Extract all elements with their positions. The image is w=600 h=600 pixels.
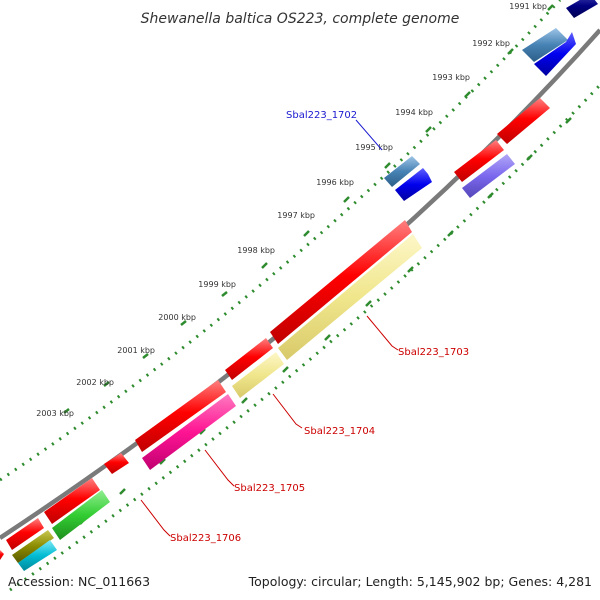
gene-feature[interactable] bbox=[225, 338, 273, 380]
tick-label-1993: 1993 kbp bbox=[432, 73, 470, 82]
gene-feature-sbal223-1703[interactable] bbox=[278, 234, 422, 360]
outer-tick-ring bbox=[0, 0, 562, 482]
gene-label-sbal223-1705[interactable]: Sbal223_1705 bbox=[234, 483, 305, 494]
leader-sbal223-1706 bbox=[140, 499, 171, 537]
gene-feature[interactable] bbox=[454, 140, 504, 182]
inner-major-ticks bbox=[79, 117, 572, 525]
gene-label-sbal223-1703[interactable]: Sbal223_1703 bbox=[398, 347, 469, 358]
gene-feature-sbal223-1704[interactable] bbox=[135, 380, 226, 452]
reverse-strand-genes bbox=[0, 32, 576, 571]
tick-label-1994: 1994 kbp bbox=[395, 108, 433, 117]
genome-title: Shewanella baltica OS223, complete genom… bbox=[141, 11, 460, 27]
gene-labels: Sbal223_1702 Sbal223_1703 Sbal223_1704 S… bbox=[170, 110, 469, 544]
leader-sbal223-1704 bbox=[272, 393, 303, 429]
tick-label-1998: 1998 kbp bbox=[237, 246, 275, 255]
gene-feature[interactable] bbox=[232, 352, 284, 398]
tick-label-2000: 2000 kbp bbox=[158, 313, 196, 322]
gene-label-sbal223-1704[interactable]: Sbal223_1704 bbox=[304, 426, 375, 437]
leader-sbal223-1703 bbox=[366, 315, 399, 351]
leader-sbal223-1705 bbox=[204, 449, 235, 487]
gene-feature[interactable] bbox=[566, 0, 598, 18]
outer-major-ticks bbox=[63, 4, 554, 414]
gene-feature[interactable] bbox=[44, 478, 100, 524]
gene-feature[interactable] bbox=[12, 530, 54, 563]
gene-label-sbal223-1702[interactable]: Sbal223_1702 bbox=[286, 110, 357, 121]
forward-strand-genes bbox=[104, 0, 598, 474]
gene-feature[interactable] bbox=[497, 98, 550, 144]
tick-label-1999: 1999 kbp bbox=[198, 280, 236, 289]
genome-backbone bbox=[0, 28, 600, 540]
tick-label-2002: 2002 kbp bbox=[76, 378, 114, 387]
gene-feature-sbal223-1705[interactable] bbox=[142, 394, 236, 470]
gene-feature[interactable] bbox=[462, 154, 515, 198]
gene-label-sbal223-1706[interactable]: Sbal223_1706 bbox=[170, 533, 241, 544]
gene-feature[interactable] bbox=[534, 32, 576, 76]
genome-stats-text: Topology: circular; Length: 5,145,902 bp… bbox=[248, 574, 592, 589]
leader-sbal223-1702 bbox=[355, 119, 383, 151]
tick-label-2001: 2001 kbp bbox=[117, 346, 155, 355]
gene-feature[interactable] bbox=[18, 540, 57, 571]
tick-label-1997: 1997 kbp bbox=[277, 211, 315, 220]
gene-feature-sbal223-1702[interactable] bbox=[384, 156, 420, 187]
gene-feature[interactable] bbox=[395, 168, 432, 201]
gene-label-leaders bbox=[140, 119, 399, 537]
tick-label-1991: 1991 kbp bbox=[509, 2, 547, 11]
tick-label-2003: 2003 kbp bbox=[36, 409, 74, 418]
gene-feature-sbal223-1706[interactable] bbox=[52, 490, 110, 540]
gene-feature[interactable] bbox=[6, 518, 44, 550]
tick-label-1996: 1996 kbp bbox=[316, 178, 354, 187]
gene-feature[interactable] bbox=[270, 220, 412, 344]
gene-feature[interactable] bbox=[522, 28, 568, 62]
tick-labels: 1991 kbp 1992 kbp 1993 kbp 1994 kbp 1995… bbox=[36, 2, 547, 418]
tick-label-1992: 1992 kbp bbox=[472, 39, 510, 48]
accession-text: Accession: NC_011663 bbox=[8, 574, 151, 589]
gene-feature[interactable] bbox=[104, 453, 129, 474]
tick-label-1995: 1995 kbp bbox=[355, 143, 393, 152]
gene-feature[interactable] bbox=[0, 550, 4, 560]
